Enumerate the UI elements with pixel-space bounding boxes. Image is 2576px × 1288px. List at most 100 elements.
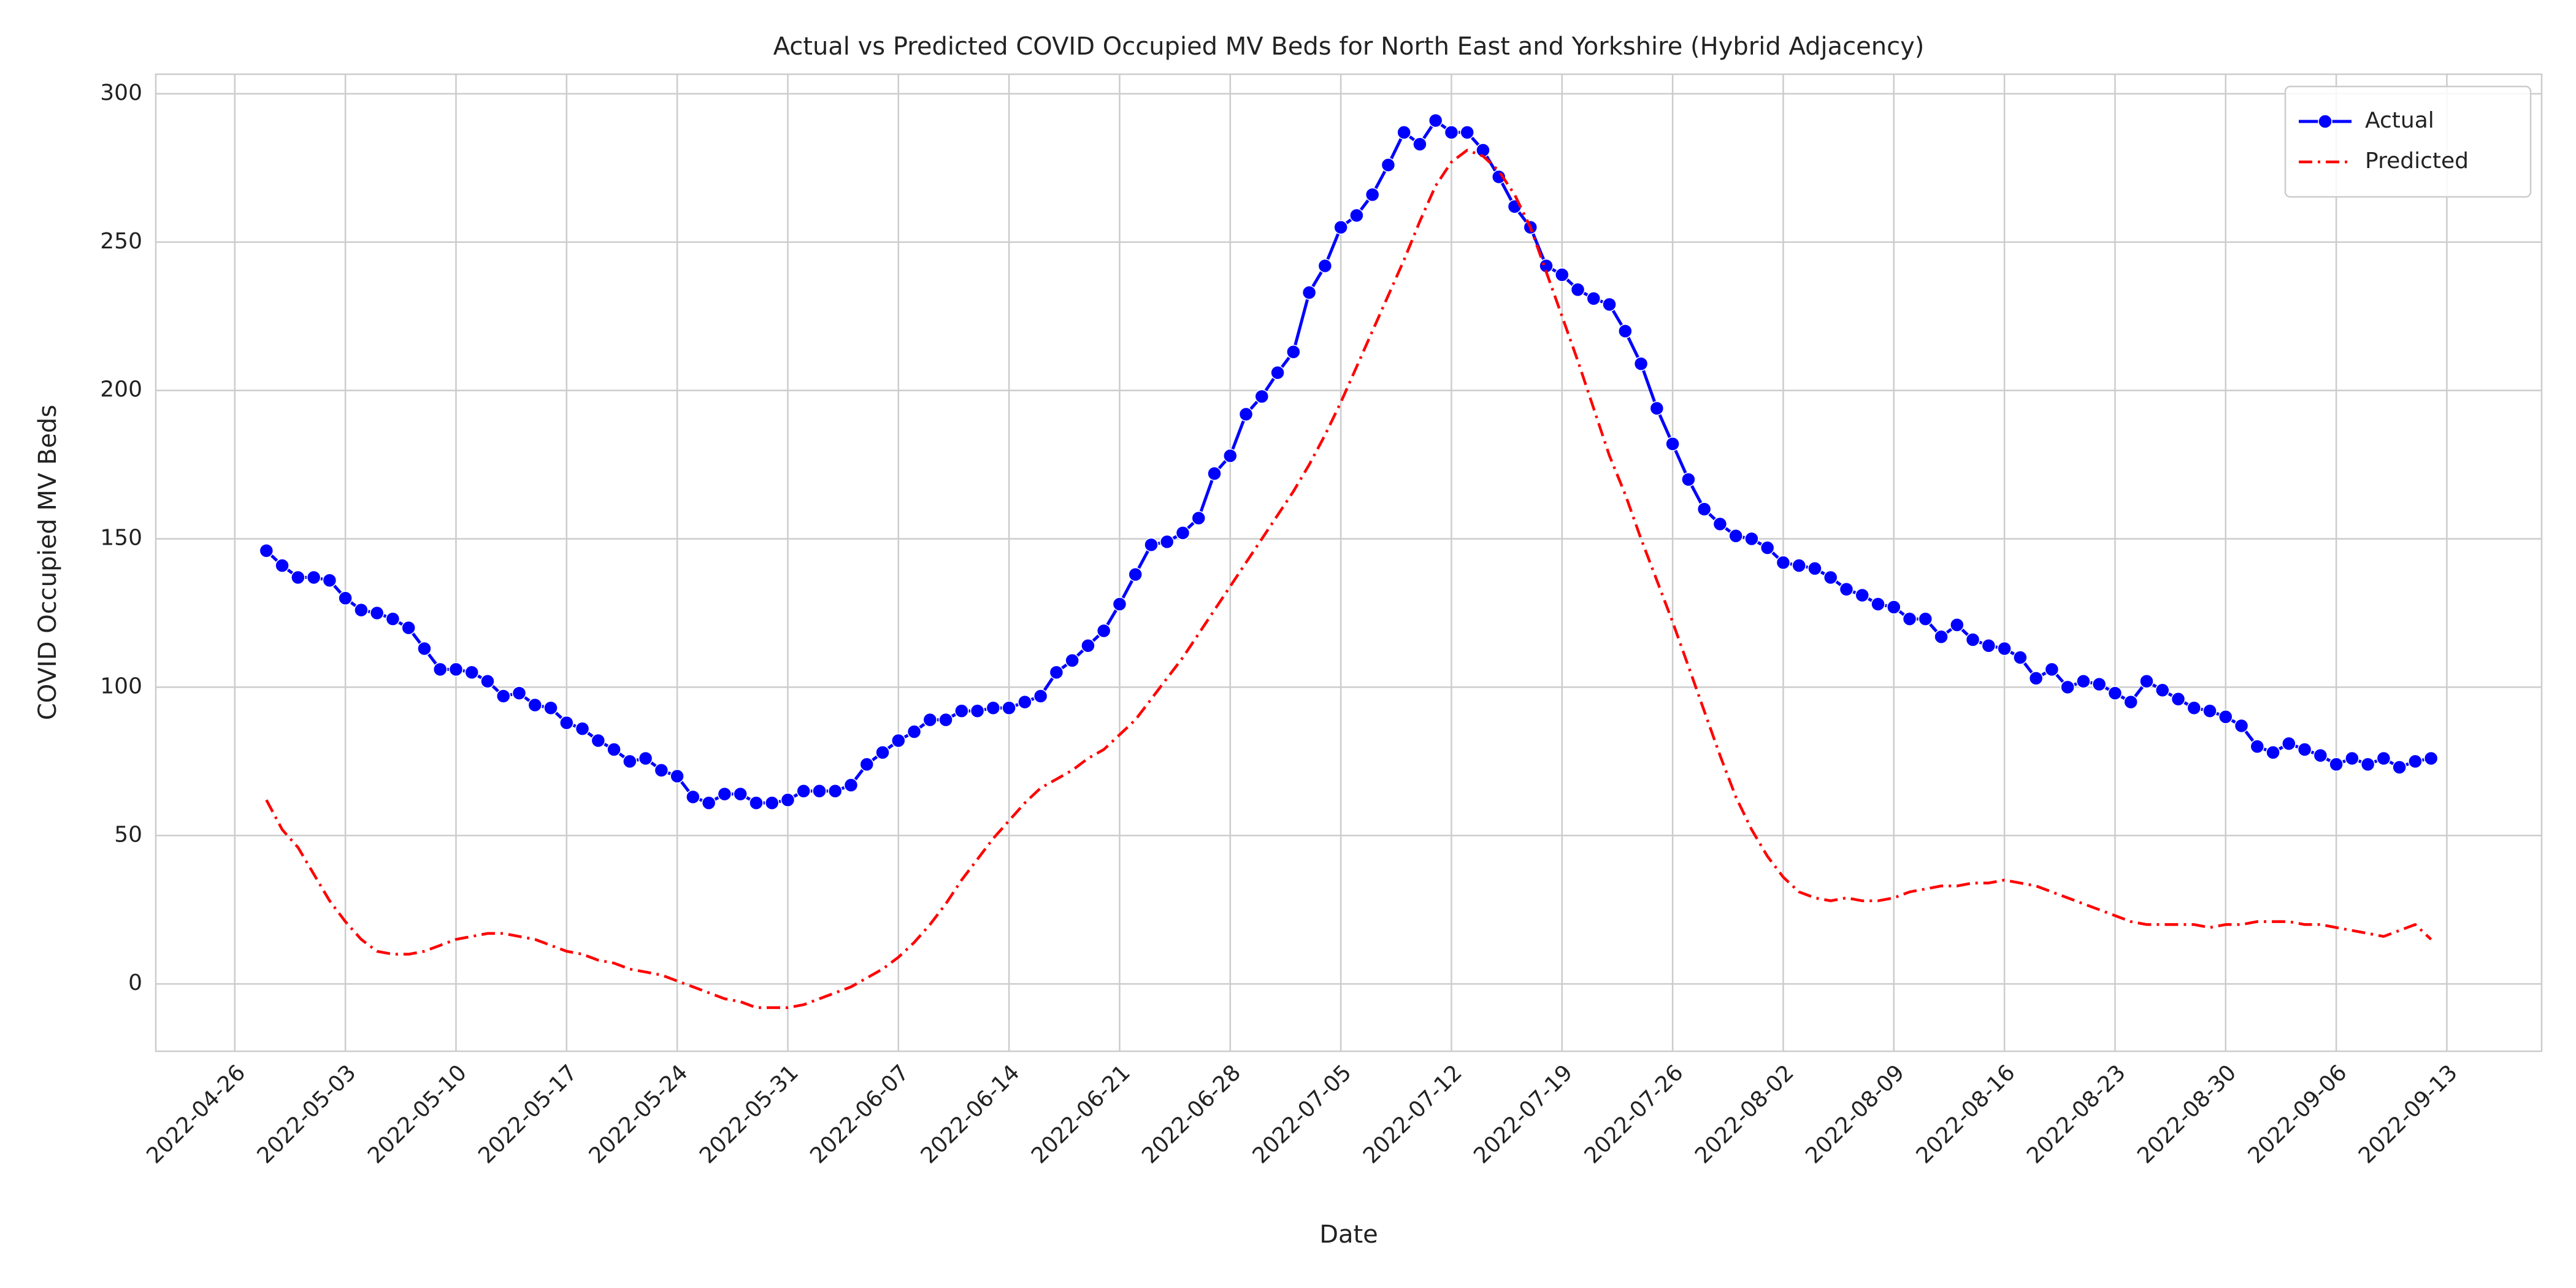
data-point [2187, 700, 2201, 716]
data-point [1633, 356, 1649, 371]
data-point [2202, 703, 2217, 718]
data-point [1807, 561, 1822, 576]
data-point [654, 763, 669, 778]
data-point [1349, 208, 1364, 223]
data-point [1618, 324, 1633, 339]
legend: Actual Predicted [2284, 85, 2532, 198]
data-point [1191, 510, 1206, 526]
data-point [812, 783, 827, 799]
data-point [875, 745, 890, 760]
data-point [1286, 345, 1301, 359]
data-point [780, 792, 795, 808]
data-point [1365, 187, 1380, 202]
data-point [686, 789, 700, 805]
data-point [938, 712, 953, 727]
data-point [2250, 739, 2265, 754]
data-point [2123, 694, 2138, 710]
data-point [1950, 618, 1965, 632]
data-point [717, 786, 732, 802]
data-point [1887, 600, 1901, 615]
data-point [859, 757, 875, 772]
data-point [1965, 632, 1980, 647]
data-point [954, 703, 969, 718]
data-point [638, 751, 653, 766]
data-point [432, 662, 448, 677]
data-point [543, 700, 558, 716]
data-point [2076, 674, 2091, 689]
data-point [1728, 528, 1743, 543]
data-point [2376, 751, 2391, 766]
data-point [275, 558, 289, 573]
legend-label: Predicted [2365, 148, 2469, 174]
data-point [1128, 567, 1143, 582]
data-point [1144, 537, 1159, 552]
x-axis-label: Date [1319, 1221, 1378, 1249]
data-point [575, 721, 590, 736]
data-point [1002, 700, 1016, 716]
data-point [464, 665, 479, 680]
data-point [527, 697, 543, 713]
data-point [701, 795, 716, 810]
data-point [2013, 650, 2028, 665]
data-point [1112, 597, 1127, 611]
data-point [1207, 466, 1222, 481]
y-axis-label: COVID Occupied MV Beds [34, 405, 62, 720]
data-point [2091, 677, 2107, 692]
plot-frame [155, 73, 2543, 1052]
data-point [1981, 638, 1996, 653]
data-point [1776, 555, 1791, 570]
data-point [1397, 125, 1411, 140]
data-point [2313, 748, 2328, 763]
data-point [2329, 757, 2344, 772]
data-point [970, 703, 985, 718]
data-point [623, 754, 637, 769]
data-point [2139, 674, 2154, 689]
data-point [1270, 365, 1285, 380]
data-point [607, 742, 621, 757]
data-point [749, 795, 764, 810]
data-point [1460, 125, 1474, 140]
chart-title: Actual vs Predicted COVID Occupied MV Be… [773, 33, 1925, 61]
y-tick-label: 0 [128, 970, 142, 995]
data-point [1033, 689, 1048, 703]
data-point [2297, 742, 2312, 757]
data-point [1871, 597, 1885, 611]
data-point [480, 674, 495, 689]
data-point [764, 795, 780, 810]
data-point [796, 783, 811, 799]
data-point [2044, 662, 2060, 677]
data-point [559, 715, 574, 730]
y-tick-label: 150 [100, 526, 142, 551]
data-point [2107, 686, 2123, 700]
data-point [1444, 125, 1459, 140]
data-point [1760, 540, 1775, 555]
data-point [1065, 653, 1079, 668]
data-point [1175, 526, 1190, 540]
legend-box [2284, 85, 2532, 198]
data-point [512, 686, 527, 700]
data-point [1696, 502, 1712, 516]
y-tick-label: 250 [100, 229, 142, 254]
data-point [2155, 683, 2170, 698]
data-point [2218, 710, 2233, 724]
data-point [354, 602, 369, 618]
data-point [1602, 297, 1617, 312]
data-point [1081, 638, 1095, 653]
data-point [1792, 558, 1806, 573]
data-point [1254, 389, 1270, 404]
y-tick-label: 100 [100, 673, 142, 699]
data-point [1049, 665, 1064, 680]
data-point [2408, 754, 2423, 769]
data-point [2423, 751, 2439, 766]
data-point [1333, 220, 1348, 235]
data-point [2060, 680, 2075, 695]
data-point [1902, 611, 1917, 626]
data-point [1681, 472, 1696, 487]
data-point [843, 778, 859, 792]
data-point [591, 733, 606, 748]
data-point [1413, 137, 1427, 151]
data-point [1997, 641, 2012, 656]
data-point [1223, 448, 1238, 463]
data-point [322, 573, 337, 588]
